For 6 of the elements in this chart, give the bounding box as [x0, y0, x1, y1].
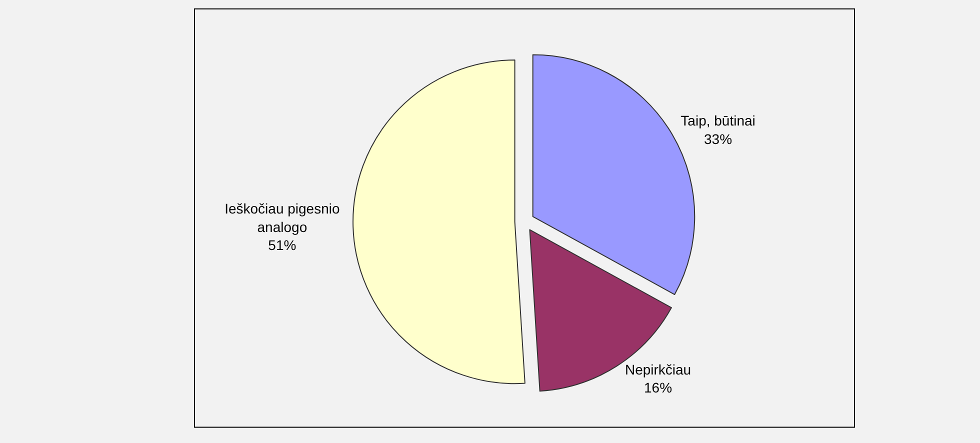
slice-label: Nepirkčiau: [624, 361, 692, 378]
slice-label: Ieškočiau pigesnio analogo: [224, 200, 340, 235]
data-label: 51%: [268, 237, 296, 254]
data-label: 33%: [704, 130, 732, 147]
slice-label: Taip, būtinai: [680, 112, 756, 129]
data-label: 16%: [644, 380, 672, 396]
